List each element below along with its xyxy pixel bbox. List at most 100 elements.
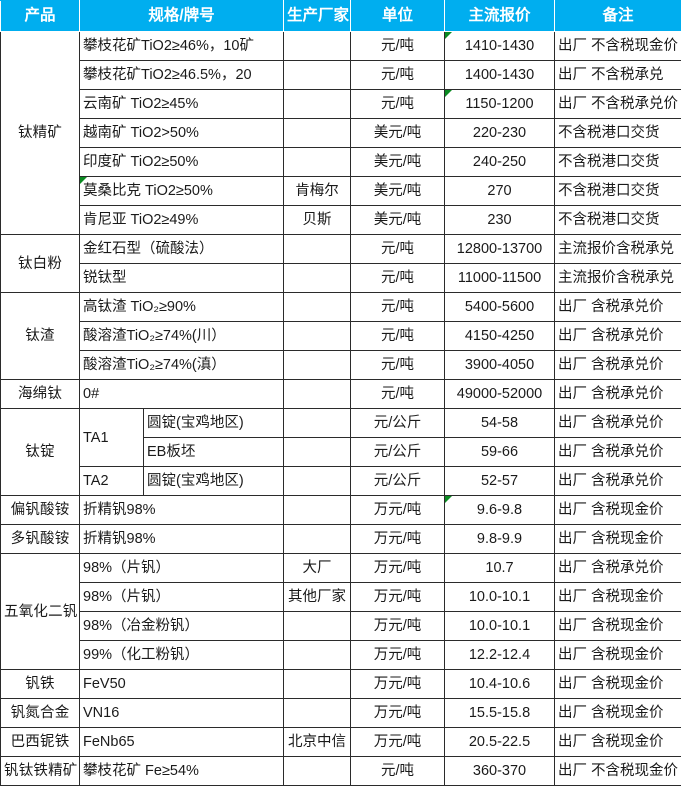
manufacturer-cell <box>284 612 351 641</box>
spec-cell: 莫桑比克 TiO2≥50% <box>80 177 284 206</box>
spec-cell: 云南矿 TiO2≥45% <box>80 90 284 119</box>
unit-cell: 元/吨 <box>351 293 445 322</box>
spec-cell: 圆锭(宝鸡地区) <box>144 409 284 438</box>
manufacturer-cell: 北京中信 <box>284 728 351 757</box>
unit-cell: 万元/吨 <box>351 583 445 612</box>
spec-cell: 折精钒98% <box>80 525 284 554</box>
price-cell: 20.5-22.5 <box>445 728 555 757</box>
remark-cell: 出厂 含税承兑价 <box>555 409 681 438</box>
manufacturer-cell <box>284 699 351 728</box>
manufacturer-cell: 大厂 <box>284 554 351 583</box>
price-cell: 10.0-10.1 <box>445 612 555 641</box>
spec-cell: FeV50 <box>80 670 284 699</box>
unit-cell: 元/吨 <box>351 235 445 264</box>
price-cell: 10.0-10.1 <box>445 583 555 612</box>
unit-cell: 元/吨 <box>351 380 445 409</box>
table-header: 产品 规格/牌号 生产厂家 单位 主流报价 备注 <box>1 1 681 32</box>
unit-cell: 元/公斤 <box>351 409 445 438</box>
remark-cell: 不含税港口交货 <box>555 119 681 148</box>
product-group-cell: 钒氮合金 <box>1 699 80 728</box>
manufacturer-cell <box>284 757 351 786</box>
product-group-cell: 五氧化二钒 <box>1 554 80 670</box>
spec-cell: 金红石型（硫酸法） <box>80 235 284 264</box>
product-group-cell: 钒铁 <box>1 670 80 699</box>
price-cell: 240-250 <box>445 148 555 177</box>
remark-cell: 出厂 含税现金价 <box>555 583 681 612</box>
remark-cell: 出厂 含税现金价 <box>555 496 681 525</box>
spec-cell: 肯尼亚 TiO2≥49% <box>80 206 284 235</box>
manufacturer-cell <box>284 293 351 322</box>
spec-cell: VN16 <box>80 699 284 728</box>
spec-cell: 印度矿 TiO2≥50% <box>80 148 284 177</box>
manufacturer-cell <box>284 235 351 264</box>
manufacturer-cell <box>284 264 351 293</box>
price-cell: 1150-1200 <box>445 90 555 119</box>
price-cell: 10.4-10.6 <box>445 670 555 699</box>
price-cell: 5400-5600 <box>445 293 555 322</box>
unit-cell: 万元/吨 <box>351 612 445 641</box>
price-cell: 59-66 <box>445 438 555 467</box>
spec-cell: 98%（片钒） <box>80 583 284 612</box>
unit-cell: 元/吨 <box>351 90 445 119</box>
price-cell: 49000-52000 <box>445 380 555 409</box>
product-group-cell: 钒钛铁精矿 <box>1 757 80 786</box>
unit-cell: 万元/吨 <box>351 728 445 757</box>
remark-cell: 出厂 含税现金价 <box>555 728 681 757</box>
unit-cell: 美元/吨 <box>351 119 445 148</box>
unit-cell: 元/公斤 <box>351 467 445 496</box>
header-product: 产品 <box>1 1 80 32</box>
manufacturer-cell: 其他厂家 <box>284 583 351 612</box>
price-cell: 12800-13700 <box>445 235 555 264</box>
remark-cell: 出厂 含税承兑价 <box>555 351 681 380</box>
manufacturer-cell <box>284 61 351 90</box>
header-unit: 单位 <box>351 1 445 32</box>
unit-cell: 美元/吨 <box>351 206 445 235</box>
remark-cell: 不含税港口交货 <box>555 148 681 177</box>
manufacturer-cell <box>284 641 351 670</box>
product-group-cell: 偏钒酸铵 <box>1 496 80 525</box>
manufacturer-cell <box>284 148 351 177</box>
spec-cell: EB板坯 <box>144 438 284 467</box>
price-cell: 4150-4250 <box>445 322 555 351</box>
spec-cell: 酸溶渣TiO₂≥74%(川） <box>80 322 284 351</box>
price-cell: 15.5-15.8 <box>445 699 555 728</box>
spec-cell: 攀枝花矿TiO2≥46%，10矿 <box>80 32 284 61</box>
unit-cell: 元/吨 <box>351 322 445 351</box>
product-group-cell: 多钒酸铵 <box>1 525 80 554</box>
manufacturer-cell <box>284 670 351 699</box>
product-group-cell: 巴西铌铁 <box>1 728 80 757</box>
product-group-cell: 海绵钛 <box>1 380 80 409</box>
unit-cell: 元/吨 <box>351 351 445 380</box>
unit-cell: 元/吨 <box>351 32 445 61</box>
price-cell: 54-58 <box>445 409 555 438</box>
spec-cell: 0# <box>80 380 284 409</box>
unit-cell: 万元/吨 <box>351 699 445 728</box>
grade-cell: TA1 <box>80 409 144 467</box>
remark-cell: 出厂 含税现金价 <box>555 699 681 728</box>
spec-cell: 98%（冶金粉钒） <box>80 612 284 641</box>
remark-cell: 出厂 含税承兑价 <box>555 554 681 583</box>
price-cell: 220-230 <box>445 119 555 148</box>
grade-cell: TA2 <box>80 467 144 496</box>
spec-cell: 折精钒98% <box>80 496 284 525</box>
header-spec: 规格/牌号 <box>80 1 284 32</box>
spec-cell: 酸溶渣TiO₂≥74%(滇） <box>80 351 284 380</box>
unit-cell: 美元/吨 <box>351 148 445 177</box>
remark-cell: 出厂 含税承兑价 <box>555 467 681 496</box>
remark-cell: 主流报价含税承兑 <box>555 235 681 264</box>
